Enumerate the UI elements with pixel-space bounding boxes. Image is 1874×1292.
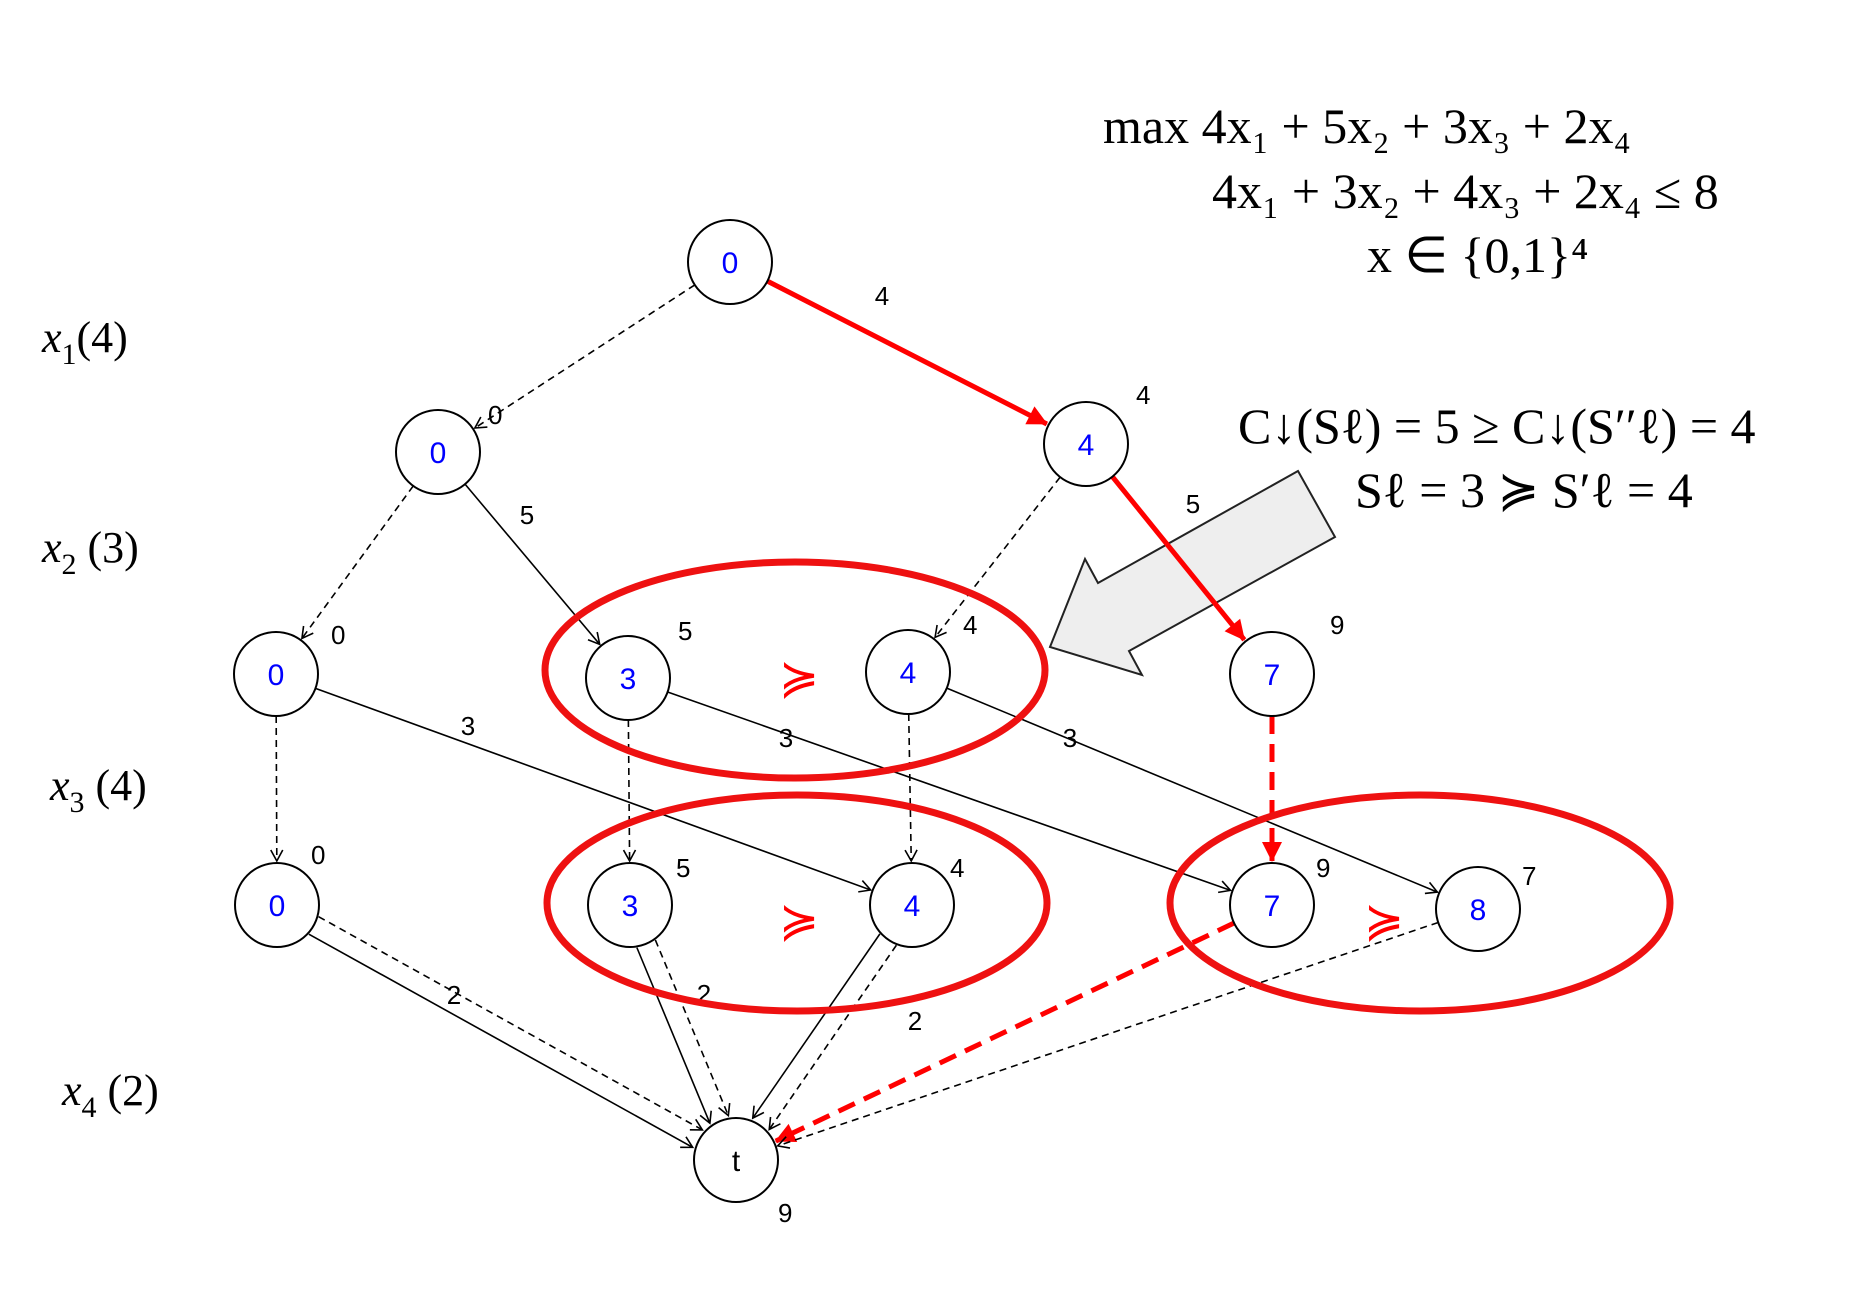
edge-weight-label: 5: [1186, 489, 1200, 519]
edge-weight-label: 3: [1063, 723, 1077, 753]
edge-b-f-red-solid: [1110, 475, 1247, 642]
node-bound: 7: [1522, 861, 1536, 891]
edge-i-t-solid: [751, 933, 881, 1120]
edge-weight-label: 3: [779, 723, 793, 753]
node-h: 35: [587, 853, 690, 948]
edge-weight-label: 2: [447, 980, 461, 1010]
node-bound: 0: [331, 620, 345, 650]
dominance-group-ellipse-row4-right: [1166, 791, 1674, 1015]
node-i: 44: [869, 853, 964, 948]
node-circle: [865, 629, 951, 715]
node-value: 4: [900, 657, 917, 690]
edge-a-c-dashed: [300, 485, 414, 640]
node-bound: 5: [676, 853, 690, 883]
node-t: t9: [693, 1117, 792, 1228]
node-value: 0: [430, 437, 447, 470]
node-a: 00: [395, 400, 502, 495]
annotation-line-2: Sℓ = 3 ≽ S′ℓ = 4: [1355, 462, 1693, 518]
node-c: 00: [233, 620, 345, 717]
domain-line: x ∈ {0,1}⁴: [1367, 227, 1588, 283]
node-value: 3: [620, 663, 637, 696]
node-bound: 4: [1136, 380, 1150, 410]
edge-weight-label: 3: [461, 711, 475, 741]
edge-j-t-red-dashed: [774, 920, 1236, 1144]
node-value: 0: [268, 659, 285, 692]
node-circle: [693, 1117, 779, 1203]
node-bound: 4: [963, 610, 977, 640]
node-value: 3: [622, 890, 639, 923]
node-value: 0: [269, 890, 286, 923]
edge-b-e-dashed: [934, 476, 1061, 639]
dominance-group-ellipse-row4-left: [543, 791, 1051, 1015]
node-bound: 9: [1330, 610, 1344, 640]
node-circle: [687, 219, 773, 305]
dominance-symbol-row4-right: ≽: [1364, 893, 1404, 949]
edge-g-t-solid: [308, 933, 695, 1149]
node-circle: [585, 635, 671, 721]
node-bound: 9: [778, 1198, 792, 1228]
edge-d-h-dashed: [622, 719, 637, 863]
node-value: 7: [1264, 659, 1281, 692]
node-circle: [234, 862, 320, 948]
row-label-x1: x1(4): [41, 313, 128, 371]
node-bound: 9: [1316, 853, 1330, 883]
edge-h-t-dashed: [654, 939, 731, 1118]
node-bound: 5: [678, 616, 692, 646]
node-value: 7: [1264, 890, 1281, 923]
edge-r-b-red-solid: [766, 278, 1048, 427]
edge-weight-label: 4: [875, 281, 889, 311]
node-circle: [233, 631, 319, 717]
node-value: 0: [722, 247, 739, 280]
edge-g-t-dashed: [318, 915, 704, 1131]
dominance-symbol-row3: ≽: [779, 650, 819, 706]
node-circle: [1229, 862, 1315, 948]
objective-line: max 4x₁ + 5x₂ + 3x₃ + 2x₄: [1103, 98, 1631, 154]
node-f: 79: [1229, 610, 1344, 717]
node-value: t: [732, 1145, 741, 1178]
node-r: 0: [687, 219, 773, 305]
node-k: 87: [1435, 861, 1536, 952]
constraint-line: 4x₁ + 3x₂ + 4x₃ + 2x₄ ≤ 8: [1212, 163, 1719, 219]
node-value: 4: [904, 890, 921, 923]
edge-r-a-dashed: [473, 284, 696, 429]
edge-k-t-dashed: [776, 921, 1439, 1149]
node-d: 35: [585, 616, 692, 721]
node-circle: [1229, 631, 1315, 717]
node-bound: 4: [950, 853, 964, 883]
node-circle: [1043, 401, 1129, 487]
edge-e-i-dashed: [904, 713, 918, 863]
node-j: 79: [1229, 853, 1330, 948]
node-value: 8: [1470, 894, 1487, 927]
annotation-line-1: C↓(Sℓ) = 5 ≥ C↓(S′′ℓ) = 4: [1238, 398, 1756, 454]
node-circle: [1435, 866, 1521, 952]
node-g: 00: [234, 840, 325, 948]
edge-h-t-solid: [636, 947, 712, 1125]
node-e: 44: [865, 610, 977, 715]
dominance-group-ellipse-row3: [541, 558, 1049, 782]
edge-i-t-dashed: [768, 944, 898, 1131]
edge-weight-label: 5: [520, 500, 534, 530]
node-value: 4: [1078, 429, 1095, 462]
row-label-x3: x3 (4): [49, 761, 147, 819]
edge-c-g-dashed: [270, 715, 284, 863]
dominance-symbol-row4-left: ≽: [779, 893, 819, 949]
edge-e-k-solid: [946, 687, 1439, 895]
node-circle: [395, 409, 481, 495]
node-circle: [587, 862, 673, 948]
row-label-x2: x2 (3): [41, 523, 139, 581]
node-bound: 0: [488, 400, 502, 430]
row-label-x4: x4 (2): [61, 1066, 159, 1124]
node-bound: 0: [311, 840, 325, 870]
node-circle: [869, 862, 955, 948]
node-b: 44: [1043, 380, 1150, 487]
edge-c-i-solid: [315, 687, 873, 893]
edge-d-j-solid: [667, 691, 1233, 894]
edge-weight-label: 2: [908, 1006, 922, 1036]
